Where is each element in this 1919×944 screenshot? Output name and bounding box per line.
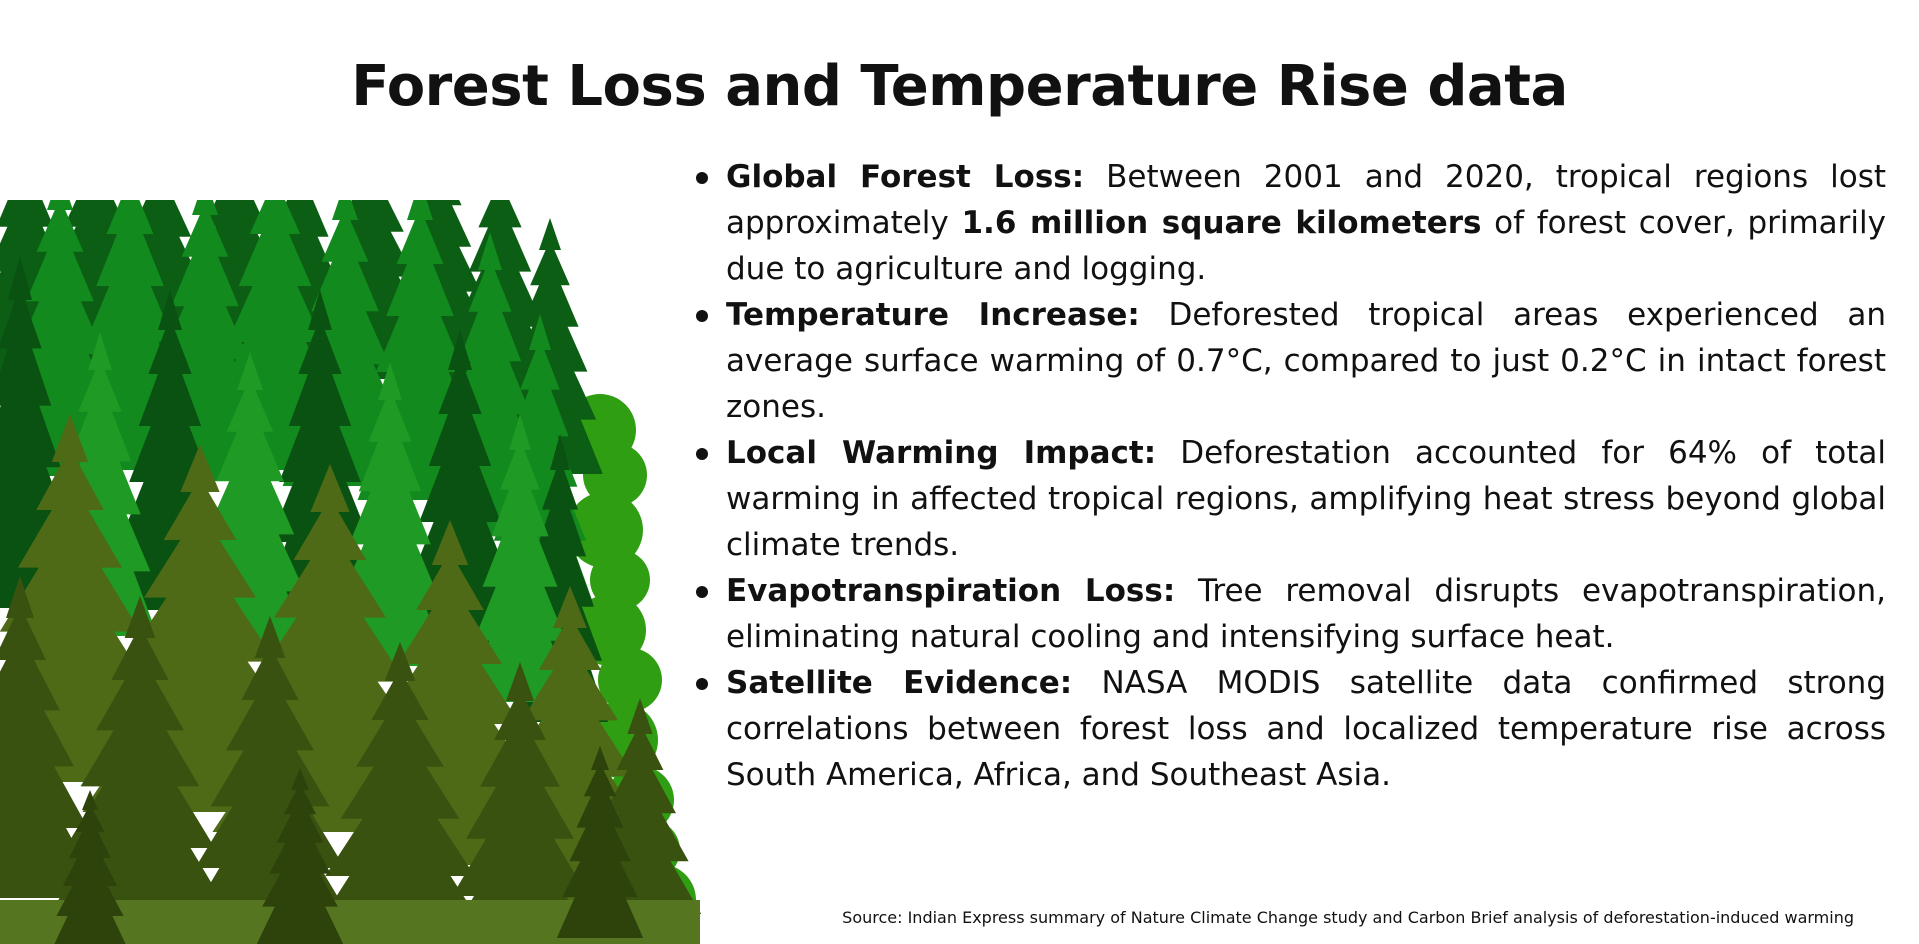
forest-illustration-icon [0, 200, 716, 944]
bullet-local-warming-impact: Local Warming Impact: Deforestation acco… [696, 430, 1887, 568]
bullet-evapotranspiration-loss: Evapotranspiration Loss: Tree removal di… [696, 568, 1886, 660]
bullet-label: Temperature Increase: [726, 297, 1140, 333]
bullet-global-forest-loss: Global Forest Loss: Between 2001 and 202… [696, 154, 1886, 292]
bullet-text: Deforestation accounted for 64% of total… [726, 435, 1887, 563]
bullet-text: of forest cover, primarily due to agricu… [726, 205, 1886, 287]
slide-title: Forest Loss and Temperature Rise data [351, 54, 1568, 119]
bullet-satellite-evidence: Satellite Evidence: NASA MODIS satellite… [696, 660, 1886, 798]
bullet-label: Evapotranspiration Loss: [726, 573, 1176, 609]
bullet-text: Between 2001 and 2020, tropical regions … [726, 159, 1886, 241]
source-citation: Source: Indian Express summary of Nature… [842, 908, 1854, 927]
bullet-label: Satellite Evidence: [726, 665, 1073, 701]
bullet-text: NASA MODIS satellite data confirmed stro… [726, 665, 1886, 793]
bullet-text: Tree removal disrupts evapotranspiration… [726, 573, 1886, 655]
bullet-label: Local Warming Impact: [726, 435, 1157, 471]
bullet-label: Global Forest Loss: [726, 159, 1085, 195]
bullet-list: Global Forest Loss: Between 2001 and 202… [690, 154, 1886, 798]
bullet-temperature-increase: Temperature Increase: Deforested tropica… [696, 292, 1886, 430]
bullet-highlight: 1.6 million square kilometers [961, 205, 1482, 241]
bullet-text: Deforested tropical areas experienced an… [726, 297, 1886, 425]
